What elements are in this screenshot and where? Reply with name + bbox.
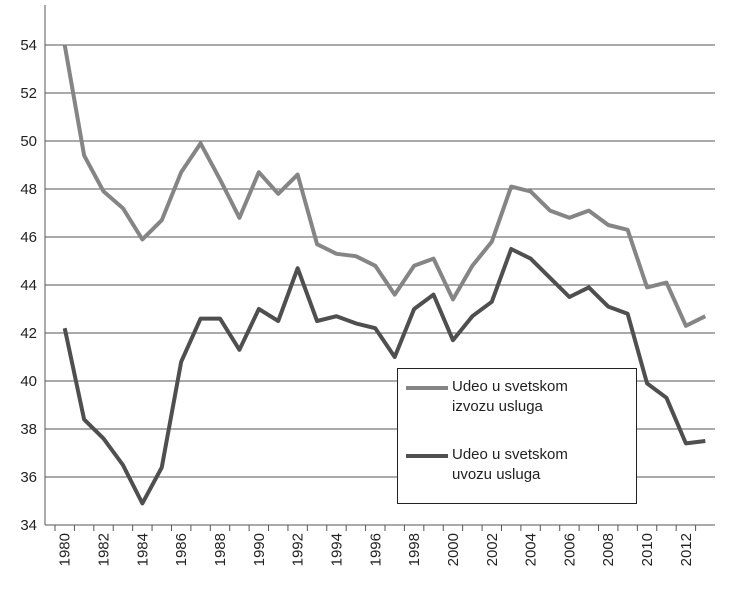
x-tick-label: 2006	[561, 533, 578, 566]
legend-item: Udeo u svetskom izvozu usluga	[406, 377, 602, 417]
x-tick-label: 1988	[212, 533, 229, 566]
y-tick-label: 52	[20, 85, 37, 102]
legend-item: Udeo u svetskom uvozu usluga	[406, 445, 602, 485]
x-tick-label: 1982	[96, 533, 113, 566]
series-line	[62, 247, 706, 506]
x-tick-label: 2000	[445, 533, 462, 566]
x-tick-label: 1994	[328, 533, 345, 566]
x-tick-label: 1984	[134, 533, 151, 566]
x-tick-label: 1998	[406, 533, 423, 566]
x-tick-label: 1992	[290, 533, 307, 566]
y-tick-label: 36	[20, 469, 37, 486]
y-tick-label: 34	[20, 517, 37, 534]
y-tick-label: 40	[20, 373, 37, 390]
x-tick-label: 1990	[251, 533, 268, 566]
y-tick-label: 48	[20, 181, 37, 198]
x-tick-label: 2008	[600, 533, 617, 566]
legend: Udeo u svetskom izvozu usluga Udeo u svet…	[397, 368, 637, 504]
y-tick-label: 50	[20, 133, 37, 150]
x-tick-label: 1980	[57, 533, 74, 566]
x-tick-label: 1996	[367, 533, 384, 566]
legend-label: Udeo u svetskom izvozu usluga	[452, 378, 568, 415]
legend-label: Udeo u svetskom uvozu usluga	[452, 446, 568, 483]
x-tick-label: 2004	[523, 533, 540, 566]
legend-swatch	[406, 454, 448, 458]
y-tick-label: 42	[20, 325, 37, 342]
y-tick-label: 38	[20, 421, 37, 438]
x-tick-label: 2002	[484, 533, 501, 566]
x-tick-label: 2010	[639, 533, 656, 566]
series-line	[62, 44, 707, 328]
x-tick-label: 2012	[678, 533, 695, 566]
x-tick-label: 1986	[173, 533, 190, 566]
y-tick-label: 46	[20, 229, 37, 246]
y-tick-label: 54	[20, 37, 37, 54]
legend-swatch	[406, 386, 448, 390]
y-tick-label: 44	[20, 277, 37, 294]
